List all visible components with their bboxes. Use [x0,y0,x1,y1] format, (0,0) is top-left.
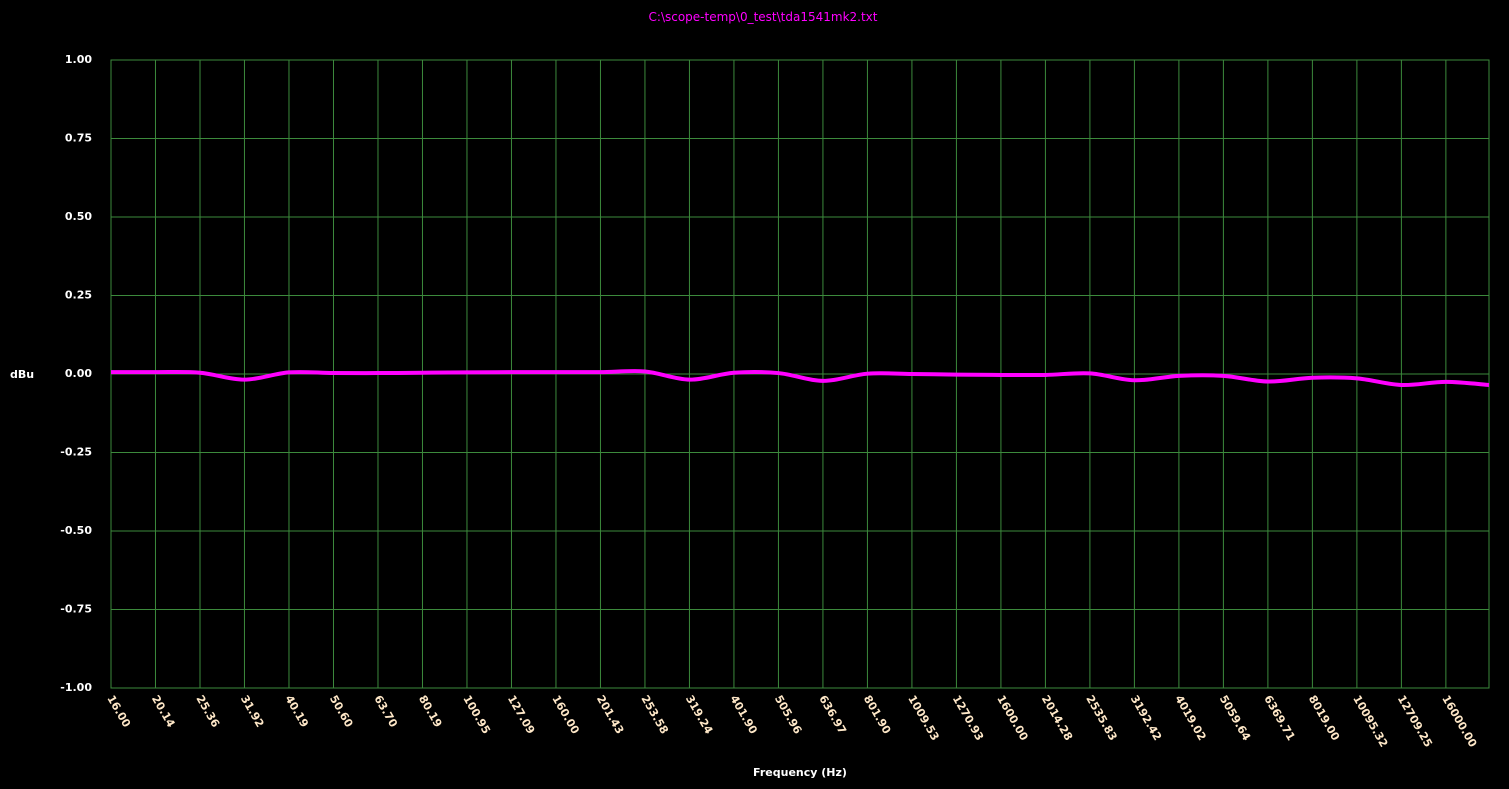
y-tick-label: -0.75 [60,603,92,616]
y-tick-label: 1.00 [65,53,92,66]
series-line [110,369,1490,388]
x-axis-label: Frequency (Hz) [753,766,847,779]
y-tick-label: 0.50 [65,210,92,223]
y-tick-label: -0.25 [60,446,92,459]
y-tick-label: 0.00 [65,367,92,380]
y-tick-label: 0.75 [65,132,92,145]
y-tick-label: -1.00 [60,681,92,694]
y-axis-label: dBu [10,368,34,381]
chart-title: C:\scope-temp\0_test\tda1541mk2.txt [649,10,878,24]
y-tick-label: 0.25 [65,289,92,302]
y-tick-label: -0.50 [60,524,92,537]
